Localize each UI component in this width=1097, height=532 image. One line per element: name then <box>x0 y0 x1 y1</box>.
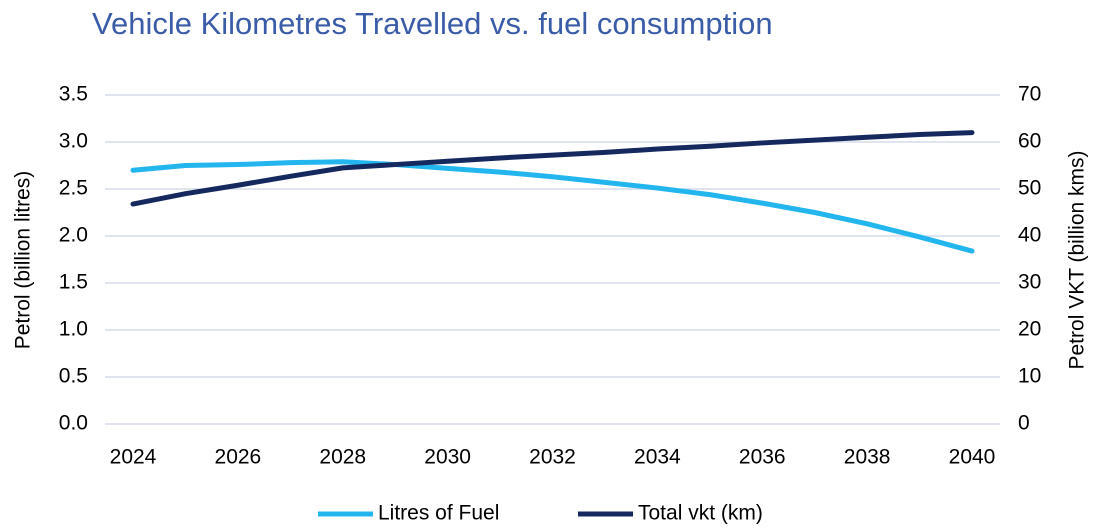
y-tick-label: 2.0 <box>59 224 88 247</box>
x-tick-label: 2034 <box>634 446 681 469</box>
y2-axis-label: Petrol VKT (billion kms) <box>1066 150 1089 369</box>
y-axis-label: Petrol (billion litres) <box>12 171 35 350</box>
x-tick-label: 2028 <box>319 446 366 469</box>
legend-label: Total vkt (km) <box>638 502 763 525</box>
data-line <box>130 130 975 207</box>
y-tick-label: 1.0 <box>59 318 88 341</box>
y-tick-label: 3.5 <box>59 83 88 106</box>
y-tick-label: 1.5 <box>59 271 88 294</box>
x-tick-label: 2026 <box>215 446 262 469</box>
x-tick-label: 2038 <box>844 446 891 469</box>
y2-tick-label: 40 <box>1018 224 1041 247</box>
x-tick-label: 2030 <box>424 446 471 469</box>
y-tick-label: 3.0 <box>59 130 88 153</box>
y2-tick-label: 60 <box>1018 130 1041 153</box>
x-tick-label: 2040 <box>949 446 996 469</box>
chart-title: Vehicle Kilometres Travelled vs. fuel co… <box>92 6 773 41</box>
y-tick-label: 0.0 <box>59 412 88 435</box>
y-tick-label: 2.5 <box>59 177 88 200</box>
x-tick-label: 2036 <box>739 446 786 469</box>
y2-tick-label: 0 <box>1018 412 1030 435</box>
y2-tick-label: 10 <box>1018 365 1041 388</box>
y-tick-label: 0.5 <box>59 365 88 388</box>
x-tick-label: 2024 <box>110 446 157 469</box>
y2-tick-label: 30 <box>1018 271 1041 294</box>
y2-tick-label: 70 <box>1018 83 1041 106</box>
x-tick-label: 2032 <box>529 446 576 469</box>
data-line <box>130 159 975 254</box>
legend-label: Litres of Fuel <box>378 502 499 525</box>
y2-tick-label: 20 <box>1018 318 1041 341</box>
y2-tick-label: 50 <box>1018 177 1041 200</box>
